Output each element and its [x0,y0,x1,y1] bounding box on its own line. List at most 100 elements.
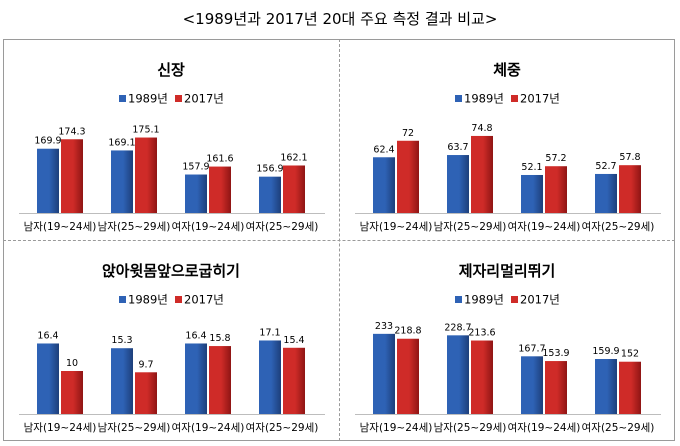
x-tick-label: 남자(25~29세) [434,221,507,233]
data-label-1989-2: 157.9 [182,162,209,173]
chart-long-jump: 제자리멀리뛰기 1989년 2017년 233 218.8 남자(19~24세) 228.7… [355,262,661,434]
data-label-2017-3: 162.1 [280,152,307,163]
data-label-1989-3: 159.9 [592,346,619,357]
bar-1989-1 [447,155,469,213]
legend-swatch-1989 [119,95,126,102]
chart-title: 신장 [157,61,185,79]
legend-label-1989: 1989년 [464,92,504,106]
bar-2017-3 [283,347,305,414]
x-tick-label: 남자(19~24세) [24,221,97,233]
legend-swatch-1989 [455,95,462,102]
data-label-2017-1: 74.8 [471,123,492,134]
x-tick-label: 남자(25~29세) [434,422,507,434]
bar-1989-1 [111,150,133,213]
data-label-1989-2: 167.7 [518,343,545,354]
x-tick-label: 남자(25~29세) [98,221,171,233]
legend-swatch-2017 [511,95,518,102]
bar-1989-1 [447,335,469,414]
chart-panel-long-jump: 제자리멀리뛰기 1989년 2017년 233 218.8 남자(19~24세) 228.7… [339,240,675,441]
chart-panel-sit-and-reach: 앉아윗몸앞으로굽히기 1989년 2017년 16.4 10 남자(19~24세) 15.3… [3,240,339,441]
data-label-1989-3: 52.7 [595,161,616,172]
legend-swatch-1989 [455,296,462,303]
legend-label-2017: 2017년 [184,293,224,307]
bar-1989-2 [185,343,207,414]
bar-2017-0 [397,140,419,213]
data-label-1989-1: 15.3 [111,335,132,346]
data-label-2017-3: 152 [621,349,639,360]
bar-2017-1 [471,135,493,213]
data-label-2017-3: 57.8 [619,152,640,163]
bar-1989-2 [521,174,543,213]
chart-weight: 체중 1989년 2017년 62.4 72 남자(19~24세) 63.774.8 남자(2… [355,61,661,233]
data-label-2017-1: 175.1 [132,125,159,136]
bar-2017-2 [545,361,567,414]
bar-1989-2 [185,174,207,213]
vertical-divider [339,39,340,441]
x-tick-label: 여자(19~24세) [508,422,581,434]
bar-2017-2 [209,346,231,414]
bar-2017-1 [471,340,493,414]
data-label-2017-0: 174.3 [58,126,85,137]
data-label-1989-0: 62.4 [373,144,394,155]
bar-2017-0 [397,338,419,414]
data-label-2017-2: 15.8 [209,333,230,344]
bar-1989-3 [595,173,617,213]
x-tick-label: 여자(25~29세) [246,422,319,434]
bar-1989-0 [373,333,395,414]
bar-2017-2 [545,166,567,213]
legend-label-2017: 2017년 [184,92,224,106]
data-label-1989-2: 52.1 [521,162,542,173]
data-label-2017-0: 218.8 [394,326,421,337]
x-tick-label: 여자(19~24세) [172,422,245,434]
x-tick-label: 여자(19~24세) [172,221,245,233]
bar-2017-0 [61,371,83,414]
bar-2017-1 [135,137,157,213]
x-tick-label: 남자(19~24세) [24,422,97,434]
legend-swatch-1989 [119,296,126,303]
chart-sit-and-reach: 앉아윗몸앞으로굽히기 1989년 2017년 16.4 10 남자(19~24세) 15.3… [19,262,325,434]
data-label-2017-2: 57.2 [545,153,566,164]
legend-swatch-2017 [175,296,182,303]
bar-1989-3 [595,358,617,414]
legend-label-1989: 1989년 [464,293,504,307]
chart-title: 앉아윗몸앞으로굽히기 [102,262,240,280]
legend-swatch-2017 [511,296,518,303]
legend-label-1989: 1989년 [128,293,168,307]
data-label-2017-3: 15.4 [283,335,304,346]
data-label-1989-1: 169.1 [108,137,135,148]
bar-2017-0 [61,139,83,213]
bar-2017-3 [619,361,641,414]
data-label-1989-0: 16.4 [37,330,58,341]
bar-1989-0 [37,343,59,414]
chart-title: 체중 [493,61,521,79]
bar-2017-1 [135,372,157,414]
data-label-1989-1: 63.7 [447,142,468,153]
bar-1989-3 [259,340,281,414]
legend-swatch-2017 [175,95,182,102]
data-label-1989-3: 17.1 [259,327,280,338]
x-tick-label: 남자(25~29세) [98,422,171,434]
data-label-1989-2: 16.4 [185,330,206,341]
bar-1989-1 [111,348,133,414]
data-label-1989-1: 228.7 [444,322,471,333]
legend-label-1989: 1989년 [128,92,168,106]
bar-1989-0 [37,148,59,213]
data-label-2017-1: 9.7 [138,359,153,370]
bar-2017-3 [619,165,641,213]
x-tick-label: 남자(19~24세) [360,221,433,233]
legend-label-2017: 2017년 [520,293,560,307]
data-label-2017-0: 10 [66,358,78,369]
data-label-2017-2: 153.9 [542,348,569,359]
data-label-1989-3: 156.9 [256,164,283,175]
x-tick-label: 남자(19~24세) [360,422,433,434]
data-label-2017-2: 161.6 [206,154,233,165]
chart-title: 제자리멀리뛰기 [459,262,556,280]
legend-label-2017: 2017년 [520,92,560,106]
bar-2017-3 [283,165,305,213]
bar-2017-2 [209,166,231,213]
data-label-2017-0: 72 [402,128,414,139]
data-label-2017-1: 213.6 [468,328,495,339]
x-tick-label: 여자(25~29세) [246,221,319,233]
x-tick-label: 여자(19~24세) [508,221,581,233]
